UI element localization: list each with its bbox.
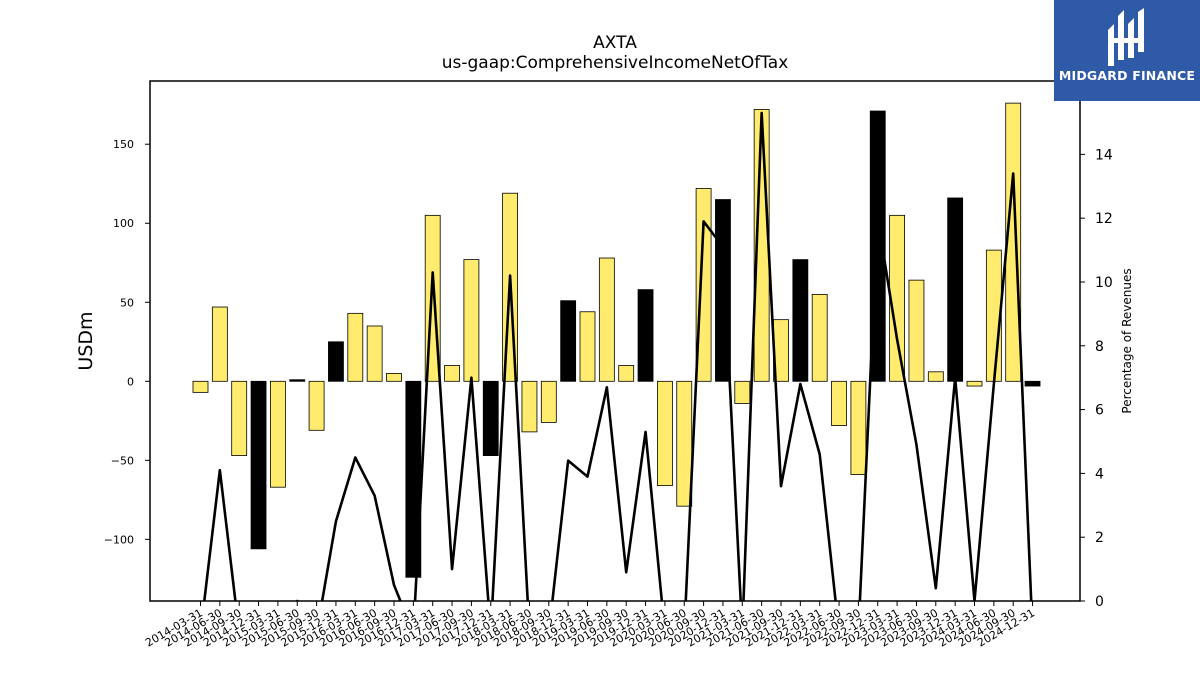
bar	[269, 380, 286, 488]
bar	[444, 365, 460, 382]
y2-tick-label: 6	[1095, 403, 1104, 419]
bar	[211, 306, 228, 382]
bar	[618, 365, 635, 382]
bar	[734, 380, 751, 404]
y2-tick-label: 4	[1095, 466, 1104, 482]
bar	[308, 380, 325, 431]
bar	[250, 380, 267, 550]
brand-logo: MIDGARD FINANCE	[1054, 0, 1200, 101]
bar	[695, 188, 712, 382]
midgard-logo-icon	[1108, 8, 1144, 66]
bar	[908, 279, 925, 382]
bar	[540, 380, 557, 423]
bar	[850, 380, 867, 475]
bar	[366, 325, 383, 382]
y2-axis-label: Percentage of Revenues	[1120, 268, 1134, 413]
y2-tick-label: 2	[1095, 530, 1104, 546]
chart-subtitle: us-gaap:ComprehensiveIncomeNetOfTax	[441, 53, 789, 73]
bar	[831, 380, 847, 426]
bar	[192, 380, 209, 393]
bar	[231, 380, 248, 456]
bar	[560, 300, 577, 382]
bar	[598, 257, 615, 382]
y-tick-label: 50	[120, 296, 134, 309]
bar	[386, 373, 402, 382]
bar	[637, 289, 654, 382]
bar	[927, 371, 944, 382]
y2-tick-label: 8	[1095, 339, 1104, 355]
y-tick-label: 100	[113, 217, 134, 230]
bar	[966, 380, 983, 387]
plot-frame	[149, 80, 1081, 602]
y-axis-label: USDm	[75, 311, 97, 370]
series-line	[202, 111, 1033, 601]
bar	[676, 380, 693, 507]
chart-title: AXTA	[593, 33, 637, 53]
bar	[947, 197, 964, 382]
y-tick-label: −50	[111, 454, 134, 467]
bar	[792, 259, 809, 382]
y-tick-label: −100	[104, 533, 134, 546]
bar	[463, 259, 480, 382]
bar	[482, 380, 499, 456]
y2-tick-label: 12	[1095, 211, 1113, 227]
bar	[657, 380, 673, 487]
bar	[521, 380, 538, 433]
bar	[1024, 380, 1041, 387]
logo-text: MIDGARD FINANCE	[1058, 68, 1196, 83]
y-tick-label: 150	[113, 138, 134, 151]
bar	[328, 341, 344, 382]
bar	[347, 312, 364, 382]
y2-tick-label: 0	[1095, 594, 1104, 610]
y-tick-label: 0	[127, 375, 134, 388]
y2-tick-label: 14	[1095, 147, 1113, 163]
bar	[811, 293, 828, 382]
bar	[289, 379, 306, 382]
bar	[579, 311, 596, 382]
y2-tick-label: 10	[1095, 275, 1113, 291]
